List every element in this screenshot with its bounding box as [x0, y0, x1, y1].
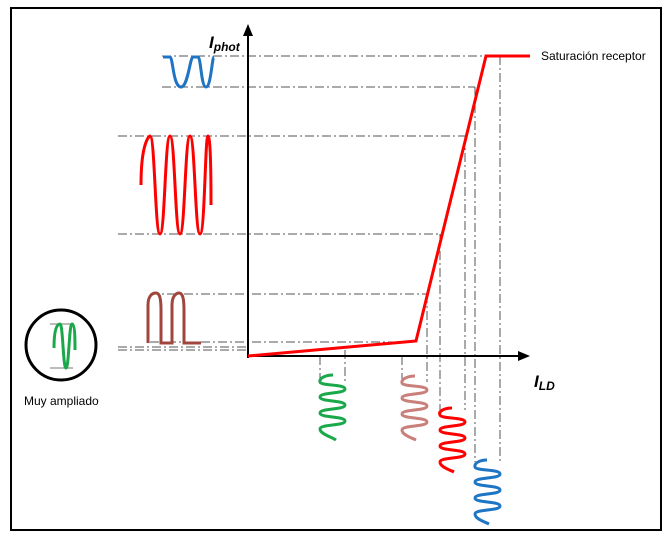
- axes: [243, 24, 530, 361]
- y-axis-label: Iphot: [209, 33, 241, 54]
- brown-output-waveform: [146, 291, 201, 345]
- red-output-waveform: [139, 134, 213, 236]
- zoom-label: Muy ampliado: [24, 394, 99, 408]
- x-axis-arrow: [518, 351, 530, 361]
- guide-lines: [118, 55, 501, 462]
- y-axis-arrow: [243, 24, 253, 36]
- transfer-curve: [247, 54, 530, 358]
- green-zoomed-waveform: [52, 322, 77, 370]
- pink-input-waveform: [400, 374, 429, 442]
- figure-border: [10, 7, 662, 531]
- blue-input-waveform: [473, 458, 502, 526]
- green-input-waveform: [318, 373, 347, 442]
- red-input-waveform: [438, 406, 467, 474]
- saturation-label: Saturación receptor: [541, 49, 646, 63]
- blue-output-waveform: [163, 55, 216, 89]
- x-axis-label: ILD: [534, 372, 555, 393]
- zoom-inset: [24, 308, 98, 382]
